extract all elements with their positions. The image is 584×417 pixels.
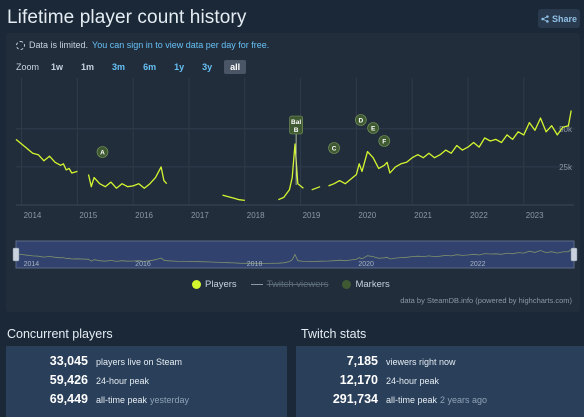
legend-markers[interactable]: Markers xyxy=(342,279,390,290)
twitch-legend-line xyxy=(250,284,263,285)
legend-markers-label: Markers xyxy=(355,279,390,290)
chart-credits[interactable]: data by SteamDB.info (powered by highcha… xyxy=(400,296,572,305)
navigator-left-handle[interactable] xyxy=(12,247,20,262)
share-label: Share xyxy=(551,13,577,24)
x-tick-label: 2015 xyxy=(79,211,97,220)
marker-flag[interactable] xyxy=(96,146,109,158)
stat-row: 59,426 24-hour peak xyxy=(6,373,149,387)
marker-label: A xyxy=(100,150,105,157)
stat-value: 291,734 xyxy=(332,392,378,406)
navigator-series xyxy=(15,248,572,264)
twitch-stats-card: 7,185 viewers right now 12,170 24-hour peak… xyxy=(296,346,584,417)
page-title: Lifetime player count history xyxy=(7,7,247,28)
marker-flag[interactable] xyxy=(328,142,340,154)
share-button[interactable]: Share xyxy=(538,9,580,28)
players-legend-dot xyxy=(192,280,201,289)
concurrent-players-title: Concurrent players xyxy=(7,327,113,341)
zoom-button-1y[interactable]: 1y xyxy=(174,62,185,72)
x-tick-label: 2014 xyxy=(24,211,42,220)
zoom-buttons: 1w 1m 3m 6m 1y 3y all xyxy=(45,60,252,74)
zoom-button-1w[interactable]: 1w xyxy=(51,62,64,72)
y-tick-label: 50k xyxy=(559,125,573,134)
legend-twitch[interactable]: Twitch viewers xyxy=(250,279,329,290)
y-tick-label: 25k xyxy=(559,163,573,172)
x-tick-label: 2017 xyxy=(191,211,209,220)
navigator-tick-label: 2018 xyxy=(247,261,263,268)
marker-label: C xyxy=(332,146,337,153)
data-limited-notice: Data is limited. You can sign in to view… xyxy=(16,40,269,50)
navigator-tick-label: 2014 xyxy=(24,261,40,268)
x-tick-label: 2019 xyxy=(303,211,321,220)
marker-label: E xyxy=(371,126,376,133)
x-tick-label: 2021 xyxy=(414,211,432,220)
stat-sublabel: 2 years ago xyxy=(440,395,488,405)
zoom-button-3m[interactable]: 3m xyxy=(112,62,126,72)
marker-label: D xyxy=(358,118,363,125)
x-tick-label: 2023 xyxy=(526,211,544,220)
chart-panel: Data is limited. You can sign in to view… xyxy=(6,33,580,312)
stat-row: 69,449 all-time peak yesterday xyxy=(6,392,189,406)
stat-row: 33,045 players live on Steam xyxy=(6,354,182,368)
x-tick-label: 2018 xyxy=(247,211,265,220)
stat-row: 12,170 24-hour peak xyxy=(296,373,439,387)
markers-legend-dot xyxy=(342,280,352,289)
zoom-button-1m[interactable]: 1m xyxy=(81,62,95,72)
sign-in-link[interactable]: You can sign in to view data per day for… xyxy=(92,40,270,50)
stat-value: 12,170 xyxy=(339,373,378,387)
marker-flag[interactable] xyxy=(289,115,303,135)
stat-value: 7,185 xyxy=(346,354,378,368)
stat-label: 24-hour peak xyxy=(386,376,440,386)
legend-twitch-label: Twitch viewers xyxy=(266,279,329,290)
navigator-tick-label: 2022 xyxy=(470,261,486,268)
marker-label: Bal xyxy=(291,119,301,126)
legend-players-label: Players xyxy=(205,279,237,290)
navigator-right-handle[interactable] xyxy=(570,247,578,262)
navigator-tick-label: 2016 xyxy=(135,261,151,268)
stat-row: 7,185 viewers right now xyxy=(296,354,456,368)
marker-label: B xyxy=(294,127,299,134)
chart-legend: Players Twitch viewers Markers xyxy=(192,279,390,290)
stat-label: players live on Steam xyxy=(96,357,183,367)
zoom-button-3y[interactable]: 3y xyxy=(202,62,213,72)
marker-label: F xyxy=(382,139,386,146)
concurrent-players-card: 33,045 players live on Steam 59,426 24-hour… xyxy=(6,346,287,417)
stat-row: 291,734 all-time peak 2 years ago xyxy=(296,392,487,406)
stat-label: all-time peak xyxy=(386,395,438,405)
share-icon xyxy=(541,14,549,23)
x-tick-label: 2016 xyxy=(135,211,153,220)
stat-value: 69,449 xyxy=(49,392,88,406)
zoom-selector: Zoom 1w 1m 3m 6m 1y 3y all xyxy=(16,60,252,74)
marker-flag[interactable] xyxy=(378,135,391,147)
twitch-stats-title: Twitch stats xyxy=(301,327,367,341)
notice-text: Data is limited. xyxy=(29,40,89,50)
player-count-chart[interactable]: 2014 2015 2016 2017 2018 2019 2020 2021 2022 2023… xyxy=(6,33,580,312)
marker-flag[interactable] xyxy=(367,122,379,134)
navigator-tick-label: 2020 xyxy=(358,261,374,268)
x-tick-label: 2022 xyxy=(470,211,488,220)
stat-label: all-time peak xyxy=(96,395,148,405)
limited-icon xyxy=(16,40,25,50)
marker-flag[interactable] xyxy=(355,114,367,126)
x-tick-label: 2020 xyxy=(358,211,376,220)
zoom-button-6m[interactable]: 6m xyxy=(143,62,157,72)
stat-label: viewers right now xyxy=(386,357,456,367)
stat-value: 33,045 xyxy=(49,354,88,368)
stat-sublabel: yesterday xyxy=(150,395,190,405)
stat-value: 59,426 xyxy=(49,373,88,387)
zoom-label: Zoom xyxy=(16,62,40,72)
stat-label: 24-hour peak xyxy=(96,376,150,386)
zoom-button-all[interactable]: all xyxy=(224,60,247,74)
legend-players[interactable]: Players xyxy=(192,279,237,290)
players-series-line[interactable] xyxy=(15,110,572,202)
